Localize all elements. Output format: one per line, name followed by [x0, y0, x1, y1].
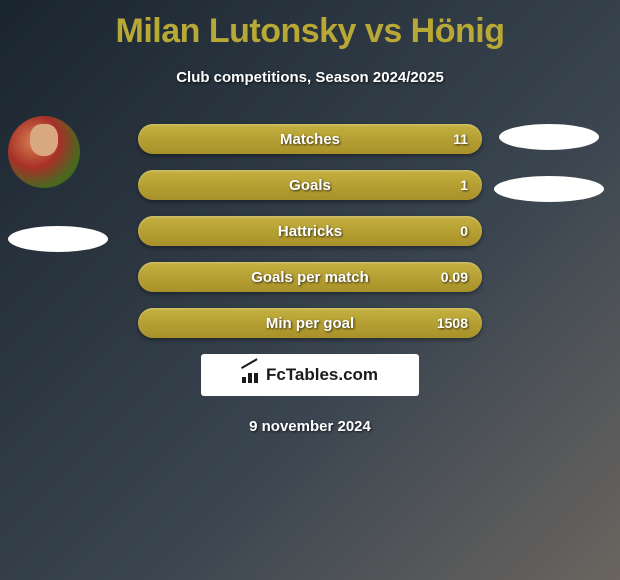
brand-text: FcTables.com — [266, 365, 378, 385]
shadow-ellipse-left — [8, 226, 108, 252]
content-area: Matches 11 Goals 1 Hattricks 0 Goals per… — [0, 116, 620, 396]
stat-value: 1508 — [437, 315, 468, 331]
stat-label: Goals — [289, 177, 331, 194]
stat-value: 0 — [460, 223, 468, 239]
stats-container: Matches 11 Goals 1 Hattricks 0 Goals per… — [138, 116, 482, 396]
stat-bar-min-per-goal: Min per goal 1508 — [138, 308, 482, 338]
stat-label: Min per goal — [266, 315, 354, 332]
page-subtitle: Club competitions, Season 2024/2025 — [0, 69, 620, 86]
player-avatar-icon — [8, 116, 80, 188]
shadow-ellipse-right-1 — [499, 124, 599, 150]
brand-chart-icon — [242, 367, 262, 383]
brand-box: FcTables.com — [201, 354, 419, 396]
stat-value: 11 — [453, 131, 468, 147]
shadow-ellipse-right-2 — [494, 176, 604, 202]
stat-label: Goals per match — [251, 269, 369, 286]
player-left-column — [8, 116, 108, 252]
stat-label: Hattricks — [278, 223, 342, 240]
stat-label: Matches — [280, 131, 340, 148]
date-text: 9 november 2024 — [0, 418, 620, 435]
stat-value: 0.09 — [441, 269, 468, 285]
stat-bar-hattricks: Hattricks 0 — [138, 216, 482, 246]
player-right-column — [499, 116, 604, 202]
stat-bar-matches: Matches 11 — [138, 124, 482, 154]
stat-value: 1 — [460, 177, 468, 193]
stat-bar-goals-per-match: Goals per match 0.09 — [138, 262, 482, 292]
page-title: Milan Lutonsky vs Hönig — [0, 0, 620, 51]
stat-bar-goals: Goals 1 — [138, 170, 482, 200]
